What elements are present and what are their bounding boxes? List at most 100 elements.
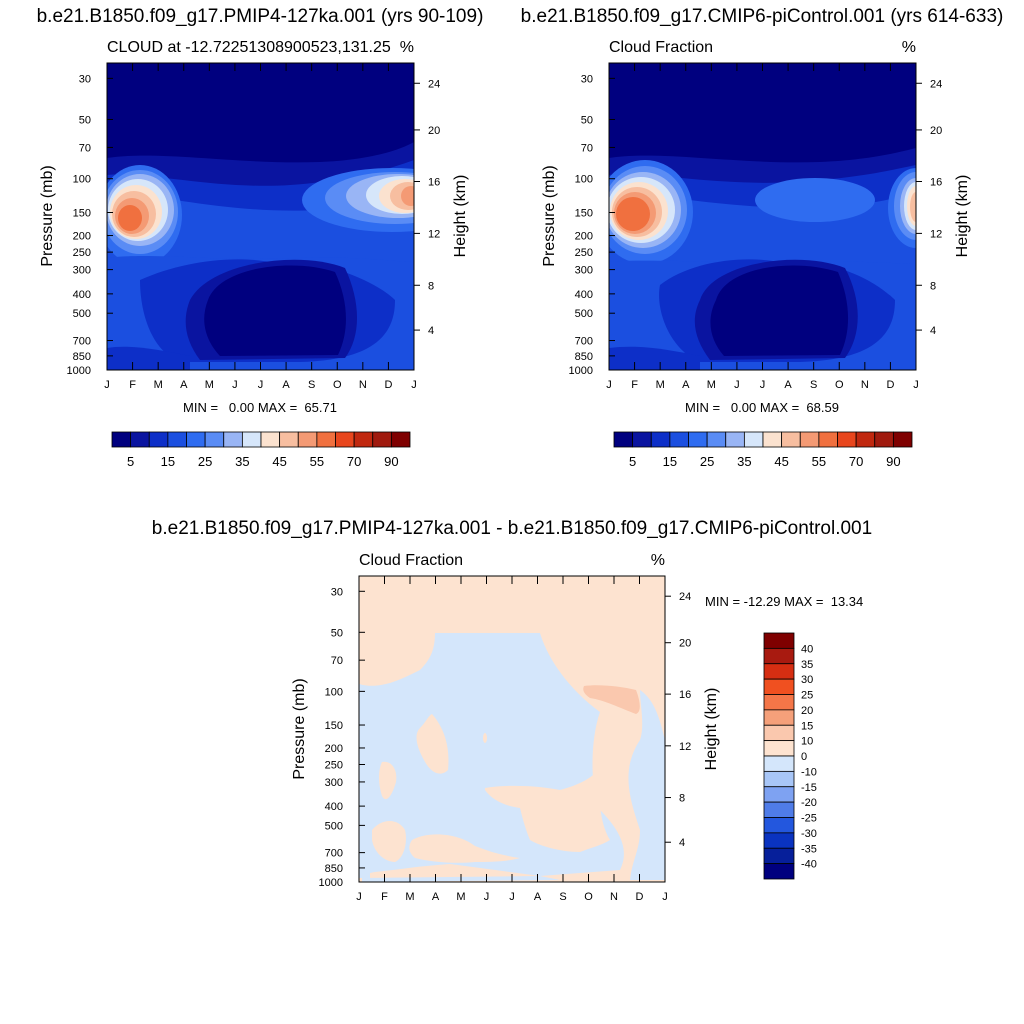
- colorbar-label: 90: [384, 454, 398, 469]
- y-tick-label: 150: [325, 720, 343, 732]
- y2-axis-label: Height (km): [452, 175, 469, 258]
- y2-axis-ticks: 24 20 16 12 8 4: [414, 78, 440, 337]
- y-tick-label: 300: [73, 265, 91, 277]
- colorbar-box: [130, 431, 150, 448]
- y-tick-label: 50: [581, 114, 593, 126]
- colorbar-box: [688, 431, 708, 448]
- colorbar-box: [706, 431, 727, 448]
- colorbar-box: [613, 431, 634, 448]
- colorbar-label: 40: [801, 643, 813, 655]
- colorbar-box: [279, 431, 299, 448]
- right-string: %: [651, 552, 665, 569]
- colorbar-box: [763, 817, 795, 834]
- colorbar-box: [316, 431, 336, 448]
- y-tick-label: 300: [325, 777, 343, 789]
- colorbar-label: 70: [849, 454, 863, 469]
- y-tick-label: 70: [581, 142, 593, 154]
- colorbar-box: [763, 786, 795, 803]
- colorbar-label: 55: [812, 454, 826, 469]
- colorbar-box: [260, 431, 281, 448]
- y-tick-label: 250: [73, 247, 91, 259]
- y2-tick-label: 16: [679, 689, 691, 701]
- y-tick-label: 850: [73, 351, 91, 363]
- x-tick-label: A: [534, 891, 542, 903]
- x-tick-label: F: [381, 891, 388, 903]
- colorbar-label: 15: [801, 720, 813, 732]
- colorbar-box: [763, 755, 795, 772]
- colorbar-label: -40: [801, 859, 817, 871]
- colorbar-box: [763, 663, 795, 680]
- colorbar-label: 70: [347, 454, 361, 469]
- y-tick-label: 400: [575, 289, 593, 301]
- y2-tick-label: 16: [930, 177, 942, 189]
- colorbar: 40 35 30 25 20 15 10 0 -10 -15 -20 -25 -30 -35 -40: [763, 632, 817, 880]
- colorbar-label: 25: [700, 454, 714, 469]
- y-tick-label: 1000: [319, 877, 343, 889]
- colorbar-label: 90: [886, 454, 900, 469]
- y-tick-label: 700: [73, 336, 91, 348]
- x-tick-label: J: [760, 379, 766, 391]
- colorbar-label: 55: [310, 454, 324, 469]
- y-tick-label: 500: [73, 308, 91, 320]
- y-tick-label: 70: [79, 142, 91, 154]
- panel-picontrol: b.e21.B1850.f09_g17.CMIP6-piControl.001 …: [521, 6, 1004, 469]
- x-tick-label: J: [484, 891, 490, 903]
- y-axis-label: Pressure (mb): [39, 165, 56, 266]
- left-string: CLOUD at -12.72251308900523,131.25: [107, 39, 391, 56]
- x-tick-label: A: [282, 379, 290, 391]
- x-tick-label: M: [456, 891, 465, 903]
- colorbar-box: [372, 431, 392, 448]
- y2-tick-label: 8: [679, 793, 685, 805]
- y2-axis-label: Height (km): [703, 688, 720, 771]
- colorbar-box: [335, 431, 355, 448]
- colorbar-label: -35: [801, 843, 817, 855]
- colorbar-label: 20: [801, 705, 813, 717]
- colorbar-label: 10: [801, 736, 813, 748]
- colorbar-label: 35: [737, 454, 751, 469]
- panel-title: b.e21.B1850.f09_g17.PMIP4-127ka.001 - b.…: [152, 518, 872, 539]
- y-axis-ticks: 30 50 70 100 150 200 250 300 400 500 700 850 1000: [67, 73, 113, 377]
- colorbar-box: [763, 863, 795, 880]
- min-max-readout: MIN = 0.00 MAX = 68.59: [685, 400, 839, 415]
- y2-tick-label: 20: [930, 125, 942, 137]
- y-tick-label: 100: [73, 174, 91, 186]
- colorbar-label: -15: [801, 782, 817, 794]
- colorbar-box: [223, 431, 243, 448]
- x-tick-label: A: [432, 891, 440, 903]
- colorbar-box: [725, 431, 745, 448]
- colorbar-box: [799, 431, 820, 448]
- colorbar-box: [763, 709, 795, 726]
- y-tick-label: 100: [325, 686, 343, 698]
- colorbar-label: 35: [235, 454, 249, 469]
- y-tick-label: 250: [575, 247, 593, 259]
- y-tick-label: 150: [73, 208, 91, 220]
- y2-tick-label: 20: [428, 125, 440, 137]
- colorbar-box: [241, 431, 262, 448]
- colorbar-box: [763, 724, 795, 742]
- x-tick-label: F: [129, 379, 136, 391]
- right-string: %: [400, 39, 414, 56]
- colorbar-box: [743, 431, 764, 448]
- y-tick-label: 1000: [569, 365, 593, 377]
- x-tick-label: F: [631, 379, 638, 391]
- colorbar-box: [763, 801, 795, 818]
- contour-field: [107, 63, 414, 370]
- colorbar-box: [353, 431, 374, 448]
- colorbar-box: [763, 832, 795, 849]
- colorbar-box: [762, 431, 783, 448]
- y-tick-label: 200: [325, 743, 343, 755]
- y-tick-label: 700: [325, 848, 343, 860]
- colorbar-label: 45: [272, 454, 286, 469]
- x-tick-label: D: [636, 891, 644, 903]
- x-tick-label: S: [810, 379, 817, 391]
- y-tick-label: 700: [575, 336, 593, 348]
- y2-tick-label: 4: [679, 837, 685, 849]
- right-string: %: [902, 39, 916, 56]
- colorbar-label: 25: [198, 454, 212, 469]
- y-tick-label: 250: [325, 759, 343, 771]
- y2-tick-label: 12: [679, 741, 691, 753]
- colorbar-label: -25: [801, 813, 817, 825]
- x-tick-label: J: [104, 379, 110, 391]
